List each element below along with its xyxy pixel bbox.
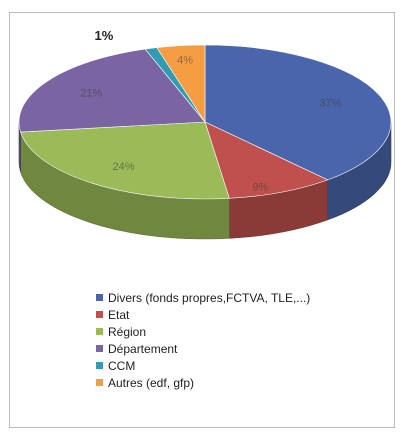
pie-chart: 37% 9% 24% 21% 1% 4% [18,28,392,240]
legend-swatch [96,328,103,335]
data-label-1: 9% [252,181,268,193]
data-label-0: 37% [319,97,341,109]
data-label-2: 24% [112,161,134,173]
legend-item-5: Autres (edf, gfp) [96,374,376,391]
legend-swatch [96,311,103,318]
legend-item-3: Département [96,340,376,357]
legend-label: Région [108,324,147,339]
chart-frame: 37% 9% 24% 21% 1% 4% Divers (fonds propres,FC… [9,12,395,428]
legend-item-4: CCM [96,357,376,374]
legend: Divers (fonds propres,FCTVA, TLE,...) Eta… [96,289,376,391]
legend-swatch [96,294,103,301]
legend-item-0: Divers (fonds propres,FCTVA, TLE,...) [96,289,376,306]
legend-swatch [96,362,103,369]
legend-label: CCM [108,358,136,373]
legend-swatch [96,345,103,352]
legend-label: Divers (fonds propres,FCTVA, TLE,...) [108,290,311,305]
pie-slice-3 [18,48,206,133]
legend-item-2: Région [96,323,376,340]
pie-slice-5 [156,44,206,124]
legend-label: Etat [108,307,130,322]
legend-label: Autres (edf, gfp) [108,375,195,390]
legend-label: Département [108,341,178,356]
data-label-3: 21% [80,88,102,100]
pie-slice-1 [204,121,329,199]
pie-slice-0 [204,44,392,181]
data-label-4: 1% [95,28,114,43]
legend-item-1: Etat [96,306,376,323]
data-label-5: 4% [177,54,193,66]
pie-slice-2 [20,121,230,200]
legend-swatch [96,379,103,386]
